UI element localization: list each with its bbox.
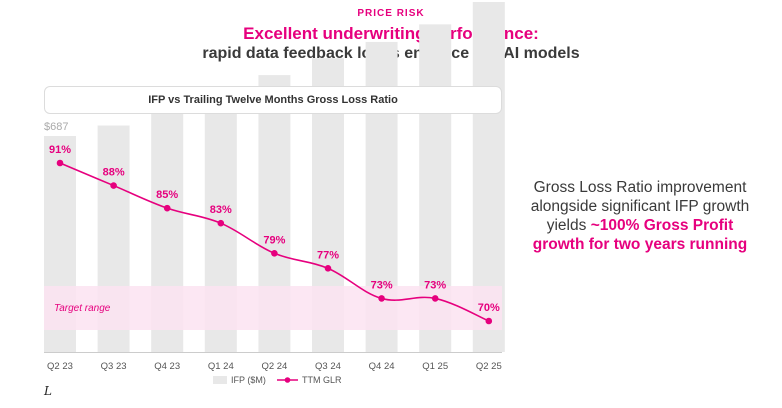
legend-ifp-label: IFP ($M) <box>231 375 266 385</box>
headline: Excellent underwriting performance: <box>243 24 539 43</box>
data-labels: $687$1,08391%88%85%83%79%77%73%73%70% <box>44 121 500 314</box>
glr-point <box>485 317 493 325</box>
company-logo: L <box>44 384 52 398</box>
ifp-bar-label: $687 <box>44 121 68 133</box>
x-tick-label: Q1 25 <box>422 361 448 372</box>
legend-ifp-swatch <box>213 376 227 384</box>
glr-label: 85% <box>156 189 178 201</box>
target-range-band: Target range <box>44 286 502 330</box>
x-tick-label: Q4 24 <box>369 361 395 372</box>
side-callout-text: Gross Loss Ratio improvement alongside s… <box>530 179 750 234</box>
glr-label: 73% <box>424 279 446 291</box>
glr-point <box>56 159 64 167</box>
legend-glr-dot <box>284 377 291 383</box>
target-range-rect <box>44 286 502 330</box>
glr-label: 77% <box>317 249 339 261</box>
side-callout-highlight: ~100% Gross Profit growth for two years … <box>532 217 748 253</box>
glr-point <box>110 182 117 189</box>
glr-label: 88% <box>103 167 125 179</box>
glr-point <box>324 265 332 272</box>
glr-label: 91% <box>49 144 71 156</box>
x-tick-label: Q4 23 <box>154 361 180 372</box>
legend: IFP ($M) TTM GLR <box>213 375 342 385</box>
glr-line <box>56 159 493 325</box>
x-tick-label: Q3 23 <box>101 361 127 372</box>
x-tick-label: Q2 23 <box>47 361 73 372</box>
x-axis: Q2 23 Q3 23 Q4 23 Q1 24 Q2 24 Q3 24 Q4 24 Q1 25… <box>44 352 502 372</box>
target-range-label: Target range <box>54 303 111 314</box>
glr-point <box>271 249 278 257</box>
x-tick-label: Q2 24 <box>261 361 287 372</box>
glr-point <box>163 204 171 212</box>
glr-point <box>217 219 225 227</box>
glr-point <box>378 295 385 302</box>
side-callout: Gross Loss Ratio improvement alongside s… <box>520 178 760 254</box>
x-tick-label: Q3 24 <box>315 361 341 372</box>
glr-label: 79% <box>263 234 285 246</box>
glr-label: 73% <box>371 279 393 291</box>
section-kicker: PRICE RISK <box>357 8 425 19</box>
chart-title: IFP vs Trailing Twelve Months Gross Loss… <box>44 86 502 114</box>
legend-glr-label: TTM GLR <box>302 375 342 385</box>
x-tick-label: Q1 24 <box>208 361 234 372</box>
glr-label: 70% <box>478 302 500 314</box>
x-tick-label: Q2 25 <box>476 361 502 372</box>
glr-label: 83% <box>210 204 232 216</box>
glr-point <box>431 295 439 302</box>
